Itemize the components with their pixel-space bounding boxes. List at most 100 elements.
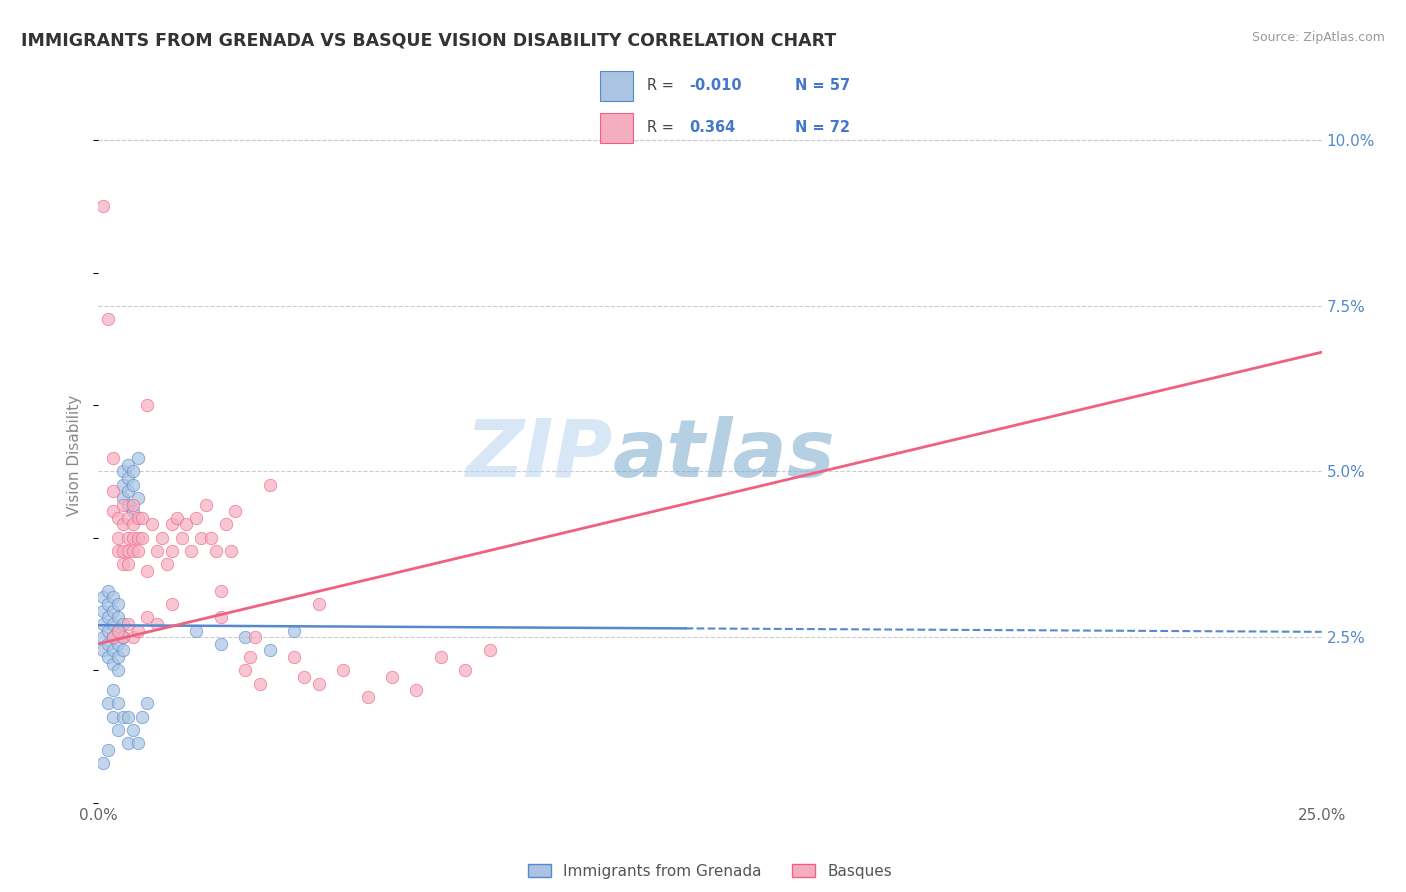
Text: -0.010: -0.010 xyxy=(690,78,742,93)
Point xyxy=(170,531,193,545)
Point xyxy=(101,504,124,518)
Point xyxy=(121,531,143,545)
Point xyxy=(356,690,378,704)
Point xyxy=(180,544,202,558)
Point xyxy=(107,531,129,545)
Point xyxy=(219,544,242,558)
Point xyxy=(243,630,266,644)
Point xyxy=(91,591,114,605)
Point xyxy=(117,709,139,723)
Point xyxy=(107,511,129,525)
Point xyxy=(117,736,139,750)
Text: ZIP: ZIP xyxy=(465,416,612,494)
Text: R =: R = xyxy=(647,78,673,93)
Point xyxy=(117,558,139,572)
Text: N = 57: N = 57 xyxy=(796,78,851,93)
Point xyxy=(111,630,134,644)
Point xyxy=(259,643,281,657)
Point xyxy=(121,477,143,491)
Point xyxy=(107,624,129,638)
Point xyxy=(381,670,404,684)
Point xyxy=(136,697,159,711)
Point xyxy=(150,531,173,545)
Point xyxy=(233,630,256,644)
Point xyxy=(190,531,212,545)
Point xyxy=(146,544,169,558)
Point xyxy=(131,511,153,525)
Point xyxy=(200,531,222,545)
Point xyxy=(127,531,149,545)
Point xyxy=(107,544,129,558)
Point xyxy=(91,199,114,213)
Point xyxy=(91,756,114,770)
Point xyxy=(111,465,134,479)
Point xyxy=(101,591,124,605)
Point xyxy=(283,624,305,638)
Point xyxy=(107,650,129,665)
Point xyxy=(111,544,134,558)
Point xyxy=(136,564,159,578)
Point xyxy=(107,610,129,624)
Point xyxy=(107,597,129,611)
Point xyxy=(107,637,129,651)
Point xyxy=(205,544,228,558)
Point xyxy=(101,709,124,723)
Point xyxy=(186,511,208,525)
Point xyxy=(121,723,143,737)
Point xyxy=(97,597,120,611)
Point xyxy=(249,676,271,690)
Point xyxy=(121,504,143,518)
Point xyxy=(97,650,120,665)
Point xyxy=(141,517,163,532)
Point xyxy=(405,683,427,698)
Point xyxy=(233,663,256,677)
Point xyxy=(121,544,143,558)
Point xyxy=(127,511,149,525)
Point xyxy=(107,663,129,677)
Point xyxy=(117,616,139,631)
FancyBboxPatch shape xyxy=(600,71,634,101)
Point xyxy=(111,558,134,572)
Point xyxy=(101,616,124,631)
Point xyxy=(107,723,129,737)
Point xyxy=(332,663,354,677)
Point xyxy=(111,498,134,512)
Point xyxy=(131,531,153,545)
Point xyxy=(146,616,169,631)
Point xyxy=(308,676,330,690)
Point xyxy=(160,597,183,611)
Point xyxy=(101,630,124,644)
Point xyxy=(224,504,246,518)
Point xyxy=(195,498,218,512)
Point xyxy=(117,531,139,545)
Point xyxy=(308,597,330,611)
Point xyxy=(97,312,120,326)
Point xyxy=(127,544,149,558)
Point xyxy=(107,624,129,638)
Point xyxy=(121,517,143,532)
Point xyxy=(127,491,149,505)
Point xyxy=(101,484,124,499)
Point xyxy=(97,583,120,598)
Point xyxy=(160,517,183,532)
Point xyxy=(101,643,124,657)
Legend: Immigrants from Grenada, Basques: Immigrants from Grenada, Basques xyxy=(529,863,891,879)
Point xyxy=(111,643,134,657)
Point xyxy=(107,697,129,711)
Text: R =: R = xyxy=(647,120,673,135)
Point xyxy=(111,616,134,631)
Point xyxy=(121,498,143,512)
Point xyxy=(117,458,139,472)
Point xyxy=(117,511,139,525)
Point xyxy=(111,491,134,505)
Point xyxy=(117,498,139,512)
Point xyxy=(454,663,477,677)
Point xyxy=(239,650,262,665)
Point xyxy=(97,697,120,711)
Point xyxy=(176,517,198,532)
Point xyxy=(117,471,139,485)
Point xyxy=(97,624,120,638)
Point xyxy=(97,743,120,757)
Point xyxy=(91,630,114,644)
Point xyxy=(283,650,305,665)
